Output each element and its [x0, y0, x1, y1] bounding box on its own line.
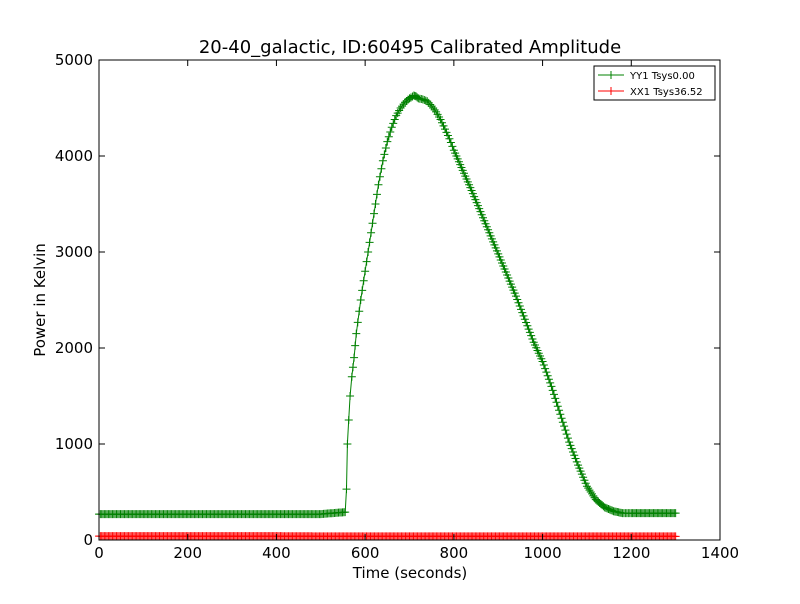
- data-point: [348, 373, 356, 381]
- data-point: [379, 157, 387, 165]
- data-point: [559, 418, 567, 426]
- data-point: [550, 390, 558, 398]
- legend-label: YY1 Tsys0.00: [629, 71, 695, 82]
- data-point: [358, 286, 366, 294]
- data-point: [447, 139, 455, 147]
- data-point: [385, 133, 393, 141]
- y-axis-label: Power in Kelvin: [31, 243, 49, 357]
- data-point: [352, 330, 360, 338]
- data-point: [544, 372, 552, 380]
- data-point: [345, 416, 353, 424]
- data-point: [354, 318, 362, 326]
- x-tick-label: 0: [94, 544, 104, 562]
- x-tick-label: 1400: [701, 544, 739, 562]
- data-point: [542, 368, 550, 376]
- y-tick-label: 5000: [55, 51, 93, 69]
- data-point: [556, 410, 564, 418]
- data-point: [553, 398, 561, 406]
- y-tick-label: 0: [83, 531, 93, 549]
- data-point: [545, 375, 553, 383]
- data-point: [563, 430, 571, 438]
- data-point: [558, 414, 566, 422]
- y-tick-label: 2000: [55, 339, 93, 357]
- chart-title: 20-40_galactic, ID:60495 Calibrated Ampl…: [199, 37, 621, 58]
- data-point: [355, 307, 363, 315]
- data-point: [541, 365, 549, 373]
- x-axis-label: Time (seconds): [352, 564, 468, 582]
- y-axis-ticks: 0 1000 2000 3000 4000 5000: [55, 51, 720, 549]
- data-point: [363, 258, 371, 266]
- data-point: [361, 267, 369, 275]
- data-point: [386, 128, 394, 136]
- data-point: [555, 406, 563, 414]
- legend-label: XX1 Tsys36.52: [630, 87, 703, 98]
- data-point: [561, 426, 569, 434]
- data-point: [366, 238, 374, 246]
- data-point: [560, 422, 568, 430]
- series-0: [95, 92, 680, 519]
- y-tick-label: 1000: [55, 435, 93, 453]
- data-point: [351, 342, 359, 350]
- data-point: [343, 440, 351, 448]
- data-point: [364, 248, 372, 256]
- data-point: [349, 363, 357, 371]
- data-point: [377, 165, 385, 173]
- x-tick-label: 400: [262, 544, 291, 562]
- data-point: [376, 173, 384, 181]
- data-point: [343, 485, 351, 493]
- data-point: [389, 119, 397, 127]
- data-point: [382, 144, 390, 152]
- data-point: [370, 210, 378, 218]
- series-line: [99, 96, 676, 515]
- data-point: [373, 190, 381, 198]
- x-tick-label: 200: [173, 544, 202, 562]
- data-point: [360, 277, 368, 285]
- data-point: [371, 200, 379, 208]
- x-axis-ticks: 0 200 400 600 800 1000 1200 1400: [94, 60, 739, 562]
- plot-frame: [99, 60, 720, 540]
- data-point: [383, 138, 391, 146]
- y-tick-label: 4000: [55, 147, 93, 165]
- data-point: [367, 229, 375, 237]
- series-1: [95, 532, 680, 540]
- x-tick-label: 1200: [612, 544, 650, 562]
- data-point: [350, 354, 358, 362]
- data-point: [551, 394, 559, 402]
- data-point: [554, 402, 562, 410]
- data-point: [346, 392, 354, 400]
- data-point: [546, 379, 554, 387]
- data-point: [369, 219, 377, 227]
- x-tick-label: 800: [440, 544, 469, 562]
- y-tick-label: 3000: [55, 243, 93, 261]
- data-point: [547, 382, 555, 390]
- data-point: [564, 434, 572, 442]
- x-tick-label: 1000: [523, 544, 561, 562]
- data-point: [549, 386, 557, 394]
- data-point: [380, 150, 388, 158]
- data-point: [374, 181, 382, 189]
- legend: YY1 Tsys0.00 XX1 Tsys36.52: [594, 66, 715, 100]
- data-point: [357, 296, 365, 304]
- plot-data: [95, 92, 680, 541]
- x-tick-label: 600: [351, 544, 380, 562]
- data-point: [388, 123, 396, 131]
